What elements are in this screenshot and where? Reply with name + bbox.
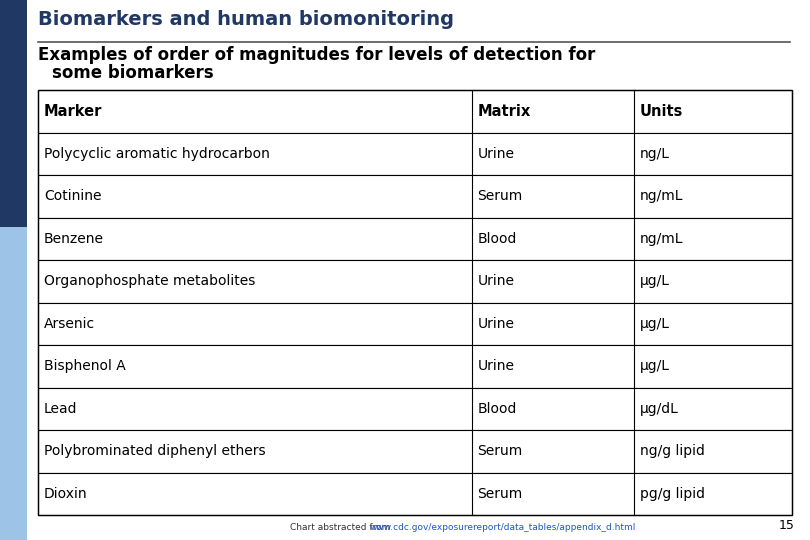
Text: www.cdc.gov/exposurereport/data_tables/appendix_d.html: www.cdc.gov/exposurereport/data_tables/a… xyxy=(369,523,636,532)
Text: Polycyclic aromatic hydrocarbon: Polycyclic aromatic hydrocarbon xyxy=(44,147,270,161)
Text: Cotinine: Cotinine xyxy=(44,189,101,203)
Bar xyxy=(38,175,792,218)
Text: Marker: Marker xyxy=(44,104,102,119)
Text: Matrix: Matrix xyxy=(478,104,531,119)
Bar xyxy=(38,90,792,515)
Text: ng/mL: ng/mL xyxy=(640,189,683,203)
Bar xyxy=(0,227,27,540)
Bar xyxy=(38,388,792,430)
Text: Urine: Urine xyxy=(478,274,514,288)
Text: Urine: Urine xyxy=(478,317,514,330)
Text: Arsenic: Arsenic xyxy=(44,317,95,330)
Bar xyxy=(38,90,792,132)
Text: 15: 15 xyxy=(779,519,795,532)
Text: Urine: Urine xyxy=(478,359,514,373)
Bar xyxy=(38,345,792,388)
Text: some biomarkers: some biomarkers xyxy=(52,64,214,82)
Text: Polybrominated diphenyl ethers: Polybrominated diphenyl ethers xyxy=(44,444,266,458)
Text: Blood: Blood xyxy=(478,402,517,416)
Text: Lead: Lead xyxy=(44,402,78,416)
Text: Units: Units xyxy=(640,104,683,119)
Text: μg/L: μg/L xyxy=(640,274,670,288)
Bar xyxy=(38,260,792,302)
Bar xyxy=(38,132,792,175)
Bar xyxy=(38,302,792,345)
Bar xyxy=(0,0,27,227)
Text: Bisphenol A: Bisphenol A xyxy=(44,359,126,373)
Bar xyxy=(38,472,792,515)
Text: ng/L: ng/L xyxy=(640,147,670,161)
Text: Blood: Blood xyxy=(478,232,517,246)
Text: μg/dL: μg/dL xyxy=(640,402,679,416)
Text: Benzene: Benzene xyxy=(44,232,104,246)
Text: μg/L: μg/L xyxy=(640,359,670,373)
Text: Serum: Serum xyxy=(478,444,522,458)
Text: Urine: Urine xyxy=(478,147,514,161)
Text: ng/mL: ng/mL xyxy=(640,232,683,246)
Text: Examples of order of magnitudes for levels of detection for: Examples of order of magnitudes for leve… xyxy=(38,46,595,64)
Text: Serum: Serum xyxy=(478,189,522,203)
Text: Dioxin: Dioxin xyxy=(44,487,87,501)
Text: Chart abstracted from: Chart abstracted from xyxy=(290,523,393,532)
Bar xyxy=(38,218,792,260)
Text: Serum: Serum xyxy=(478,487,522,501)
Text: pg/g lipid: pg/g lipid xyxy=(640,487,705,501)
Text: ng/g lipid: ng/g lipid xyxy=(640,444,705,458)
Bar xyxy=(38,430,792,472)
Text: μg/L: μg/L xyxy=(640,317,670,330)
Text: Organophosphate metabolites: Organophosphate metabolites xyxy=(44,274,255,288)
Text: Biomarkers and human biomonitoring: Biomarkers and human biomonitoring xyxy=(38,10,454,29)
